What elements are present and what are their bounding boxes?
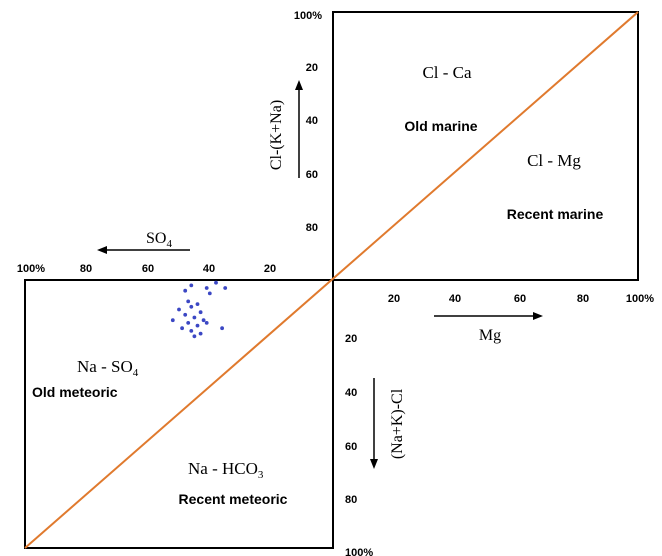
- upper-right-frame: [332, 11, 639, 281]
- down-arrow-icon: [370, 459, 378, 469]
- region-cl-mg: Cl - Mg: [527, 151, 581, 170]
- bottom-axis-label-group: (Na+K)-Cl: [370, 378, 406, 469]
- data-point: [195, 323, 200, 328]
- data-point: [204, 321, 209, 325]
- top-axis-label: Cl-(K+Na): [268, 100, 285, 170]
- region-cl-ca: Cl - Ca: [422, 63, 472, 82]
- data-point: [198, 310, 203, 315]
- top-axis-label-group: Cl-(K+Na): [268, 80, 303, 178]
- lower-left-frame: [24, 279, 334, 549]
- tick-right-80: 80: [577, 293, 589, 305]
- tick-left-40: 40: [203, 263, 215, 275]
- tick-top-80: 80: [306, 222, 318, 234]
- tick-left-60: 60: [142, 263, 154, 275]
- data-point: [189, 283, 194, 288]
- data-point: [192, 315, 197, 320]
- data-point: [201, 318, 206, 323]
- region-na-hco3: Na - HCO3: [188, 459, 264, 481]
- tick-top-100: 100%: [294, 10, 322, 22]
- tick-right-100: 100%: [626, 293, 654, 305]
- tick-right-40: 40: [449, 293, 461, 305]
- data-point: [183, 312, 188, 317]
- up-arrow-icon: [295, 80, 303, 90]
- right-axis-label-group: Mg: [434, 312, 543, 344]
- left-axis-label-group: SO4: [97, 230, 190, 254]
- data-point: [192, 334, 197, 339]
- tick-left-100: 100%: [17, 263, 45, 275]
- top-axis-ticks: 100% 20 40 60 80: [294, 10, 322, 234]
- region-recent-marine: Recent marine: [507, 206, 604, 222]
- tick-bottom-40: 40: [345, 387, 357, 399]
- data-point: [214, 280, 218, 285]
- data-point: [183, 288, 188, 293]
- data-point: [223, 286, 228, 290]
- left-axis-label: SO4: [146, 230, 172, 250]
- diagonal-line: [24, 11, 639, 549]
- data-point: [189, 329, 194, 333]
- tick-top-40: 40: [306, 115, 318, 127]
- tick-top-20: 20: [306, 62, 318, 74]
- right-arrow-icon: [533, 312, 543, 320]
- tick-top-60: 60: [306, 169, 318, 181]
- data-point: [170, 318, 175, 323]
- left-axis-ticks: 100% 80 60 40 20: [17, 263, 276, 275]
- data-point: [186, 321, 191, 325]
- right-axis-label: Mg: [479, 327, 501, 344]
- bottom-axis-label: (Na+K)-Cl: [389, 388, 406, 459]
- data-point: [180, 326, 185, 331]
- tick-left-80: 80: [80, 263, 92, 275]
- region-recent-meteoric: Recent meteoric: [179, 491, 288, 507]
- region-na-so4: Na - SO4: [77, 357, 139, 379]
- data-point: [177, 307, 181, 312]
- tick-left-20: 20: [264, 263, 276, 275]
- data-point: [195, 302, 200, 306]
- data-point: [204, 286, 209, 290]
- tick-bottom-60: 60: [345, 441, 357, 453]
- bottom-axis-ticks: 20 40 60 80 100%: [345, 333, 373, 556]
- right-axis-ticks: 20 40 60 80 100%: [388, 293, 654, 305]
- data-point: [220, 326, 225, 331]
- left-arrow-icon: [97, 246, 107, 254]
- tick-right-20: 20: [388, 293, 400, 305]
- region-old-meteoric: Old meteoric: [32, 384, 118, 400]
- region-old-marine: Old marine: [404, 118, 477, 134]
- data-point: [198, 331, 203, 336]
- data-point: [189, 304, 194, 309]
- data-point: [207, 291, 212, 296]
- tick-right-60: 60: [514, 293, 526, 305]
- tick-bottom-80: 80: [345, 494, 357, 506]
- tick-bottom-100: 100%: [345, 547, 373, 556]
- data-point: [186, 299, 191, 304]
- tick-bottom-20: 20: [345, 333, 357, 345]
- scatter-points: [170, 280, 228, 339]
